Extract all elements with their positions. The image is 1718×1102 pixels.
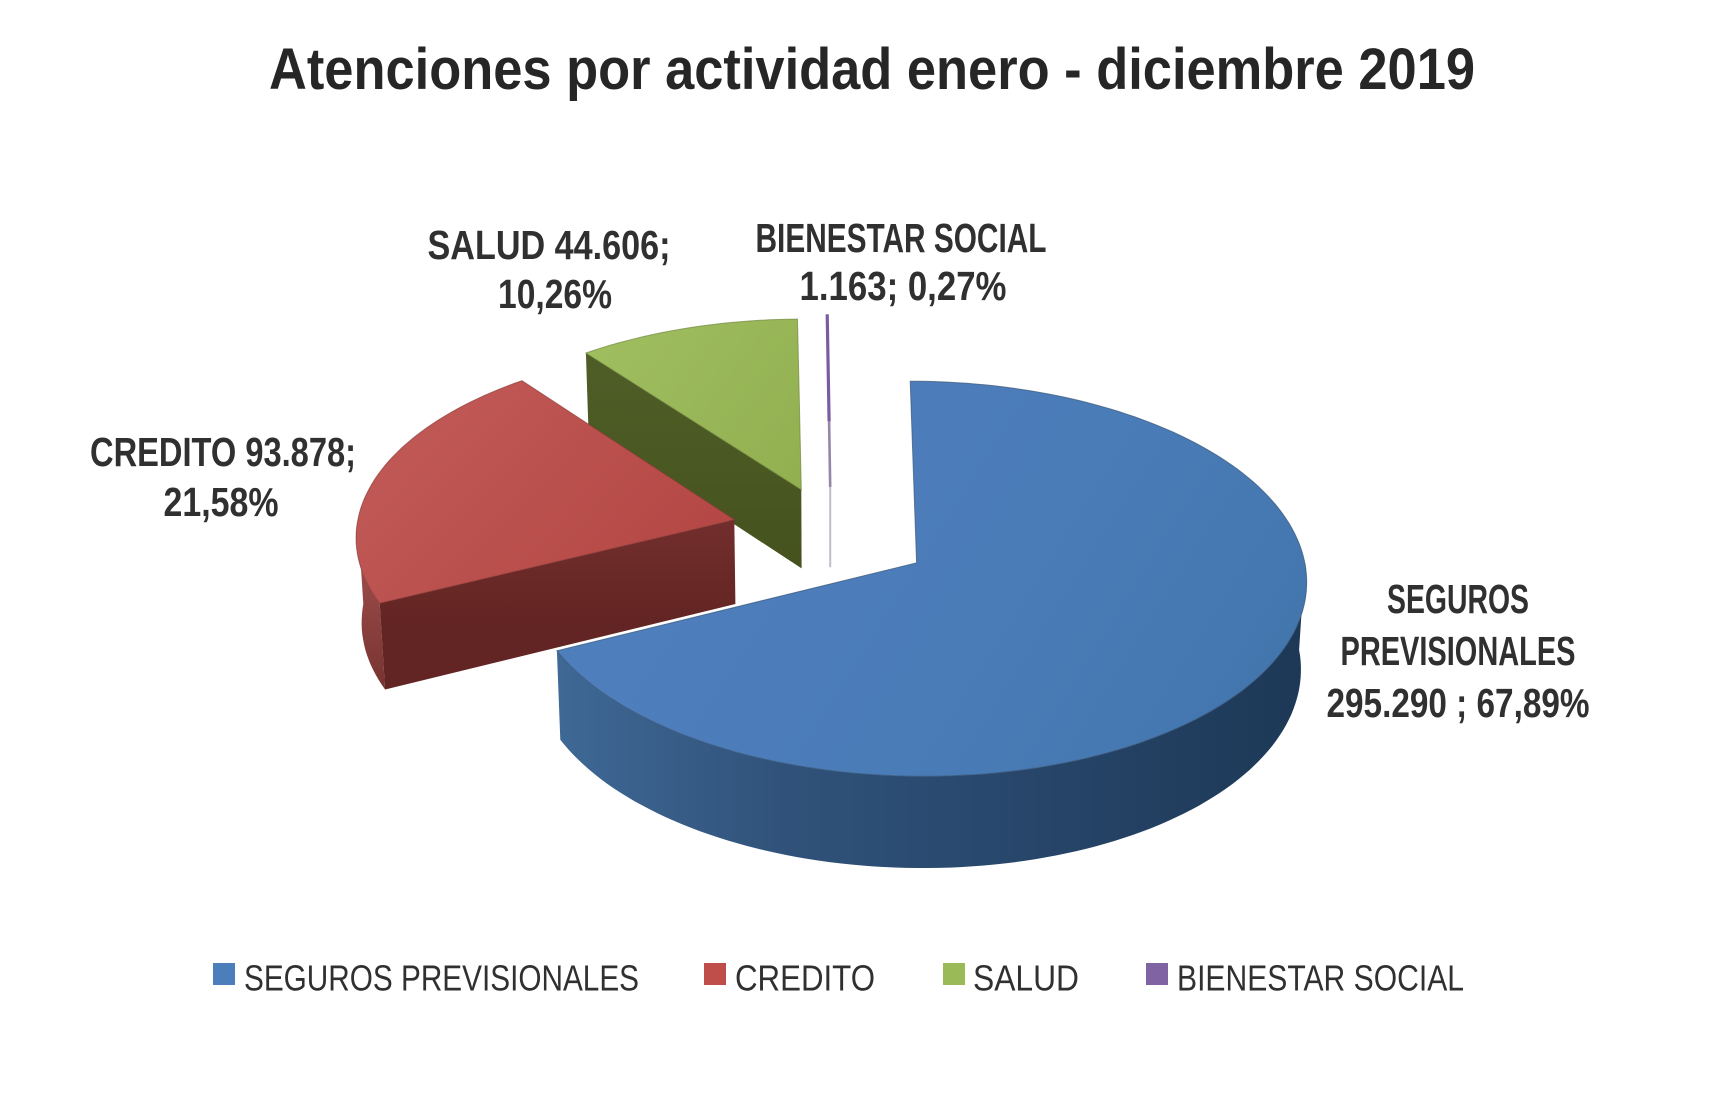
svg-text:BIENESTAR SOCIAL: BIENESTAR SOCIAL: [756, 215, 1047, 261]
svg-text:SALUD: SALUD: [973, 958, 1079, 999]
svg-text:BIENESTAR SOCIAL: BIENESTAR SOCIAL: [1177, 958, 1464, 999]
svg-text:CREDITO: CREDITO: [735, 958, 875, 999]
svg-text:1.163; 0,27%: 1.163; 0,27%: [800, 263, 1007, 309]
svg-text:PREVISIONALES: PREVISIONALES: [1341, 628, 1576, 674]
svg-text:21,58%: 21,58%: [164, 479, 279, 525]
svg-text:SEGUROS: SEGUROS: [1387, 576, 1529, 622]
svg-text:SALUD 44.606;: SALUD 44.606;: [428, 222, 671, 268]
svg-text:CREDITO 93.878;: CREDITO 93.878;: [90, 429, 356, 475]
svg-text:Atenciones por actividad ener: Atenciones por actividad enero - diciemb…: [269, 37, 1475, 102]
svg-text:295.290 ; 67,89%: 295.290 ; 67,89%: [1327, 680, 1590, 726]
svg-text:10,26%: 10,26%: [498, 271, 612, 317]
svg-text:SEGUROS PREVISIONALES: SEGUROS PREVISIONALES: [244, 958, 639, 999]
